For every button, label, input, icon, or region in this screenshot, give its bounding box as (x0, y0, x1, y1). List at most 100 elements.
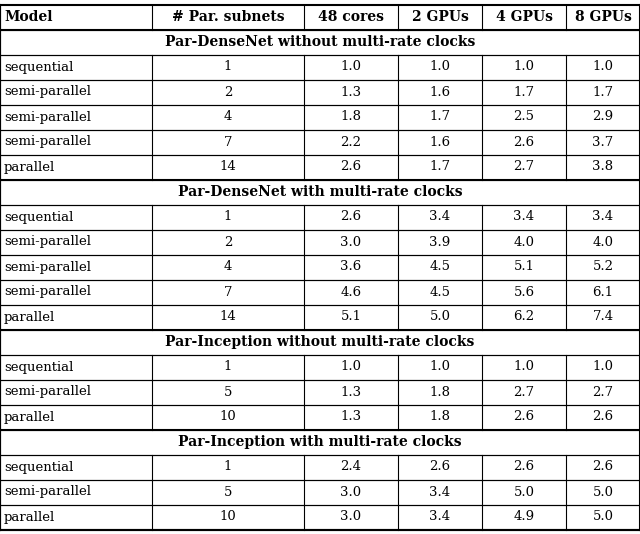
Text: 1.7: 1.7 (513, 85, 534, 98)
Text: 1: 1 (224, 360, 232, 373)
Text: semi-parallel: semi-parallel (4, 235, 91, 248)
Text: 2.6: 2.6 (513, 411, 534, 423)
Text: sequential: sequential (4, 60, 74, 74)
Text: 1.0: 1.0 (340, 360, 362, 373)
Text: 3.0: 3.0 (340, 511, 362, 523)
Text: 2.6: 2.6 (429, 460, 451, 474)
Text: Par-DenseNet without multi-rate clocks: Par-DenseNet without multi-rate clocks (165, 35, 475, 49)
Text: 1.3: 1.3 (340, 85, 362, 98)
Text: 5.6: 5.6 (513, 286, 534, 299)
Text: # Par. subnets: # Par. subnets (172, 10, 284, 24)
Text: 1: 1 (224, 460, 232, 474)
Text: 2: 2 (224, 85, 232, 98)
Text: 5.0: 5.0 (593, 485, 614, 499)
Text: 1.8: 1.8 (429, 386, 451, 398)
Text: 3.4: 3.4 (593, 210, 614, 224)
Text: 1.7: 1.7 (429, 161, 451, 174)
Text: 2.7: 2.7 (513, 161, 534, 174)
Text: semi-parallel: semi-parallel (4, 85, 91, 98)
Text: semi-parallel: semi-parallel (4, 111, 91, 123)
Text: sequential: sequential (4, 210, 74, 224)
Text: 14: 14 (220, 310, 236, 324)
Text: 4 GPUs: 4 GPUs (495, 10, 552, 24)
Text: 2.6: 2.6 (593, 460, 614, 474)
Text: 4.9: 4.9 (513, 511, 534, 523)
Text: 3.7: 3.7 (593, 136, 614, 148)
Text: 4: 4 (224, 111, 232, 123)
Text: 10: 10 (220, 411, 236, 423)
Text: 1.6: 1.6 (429, 85, 451, 98)
Text: 3.9: 3.9 (429, 235, 451, 248)
Text: 2.6: 2.6 (340, 210, 362, 224)
Text: 5.2: 5.2 (593, 261, 614, 273)
Text: 5.1: 5.1 (340, 310, 362, 324)
Text: 4.5: 4.5 (429, 286, 451, 299)
Text: 2 GPUs: 2 GPUs (412, 10, 468, 24)
Text: 2.2: 2.2 (340, 136, 362, 148)
Text: 2.5: 2.5 (513, 111, 534, 123)
Text: sequential: sequential (4, 360, 74, 373)
Text: 7: 7 (224, 286, 232, 299)
Text: 4.0: 4.0 (513, 235, 534, 248)
Text: semi-parallel: semi-parallel (4, 261, 91, 273)
Text: 2.6: 2.6 (593, 411, 614, 423)
Text: 2.4: 2.4 (340, 460, 362, 474)
Text: 1.0: 1.0 (593, 360, 614, 373)
Text: semi-parallel: semi-parallel (4, 485, 91, 499)
Text: 1.0: 1.0 (429, 360, 451, 373)
Text: semi-parallel: semi-parallel (4, 286, 91, 299)
Text: 2.6: 2.6 (513, 460, 534, 474)
Text: 5: 5 (224, 386, 232, 398)
Text: 5.0: 5.0 (593, 511, 614, 523)
Text: 1.0: 1.0 (513, 360, 534, 373)
Text: 3.4: 3.4 (513, 210, 534, 224)
Text: 5: 5 (224, 485, 232, 499)
Text: 3.4: 3.4 (429, 210, 451, 224)
Text: 7: 7 (224, 136, 232, 148)
Text: 5.0: 5.0 (429, 310, 451, 324)
Text: 2.9: 2.9 (593, 111, 614, 123)
Text: 2: 2 (224, 235, 232, 248)
Text: 48 cores: 48 cores (318, 10, 384, 24)
Text: Par-DenseNet with multi-rate clocks: Par-DenseNet with multi-rate clocks (178, 185, 462, 199)
Text: Par-Inception with multi-rate clocks: Par-Inception with multi-rate clocks (178, 435, 462, 449)
Text: 1.6: 1.6 (429, 136, 451, 148)
Text: 1.0: 1.0 (340, 60, 362, 74)
Text: 3.0: 3.0 (340, 485, 362, 499)
Text: parallel: parallel (4, 310, 55, 324)
Text: 1.8: 1.8 (340, 111, 362, 123)
Text: 1.3: 1.3 (340, 386, 362, 398)
Text: 4.0: 4.0 (593, 235, 614, 248)
Text: 1.0: 1.0 (429, 60, 451, 74)
Text: 4.6: 4.6 (340, 286, 362, 299)
Text: 2.6: 2.6 (513, 136, 534, 148)
Text: 2.7: 2.7 (593, 386, 614, 398)
Text: 3.8: 3.8 (593, 161, 614, 174)
Text: 1.7: 1.7 (429, 111, 451, 123)
Text: 14: 14 (220, 161, 236, 174)
Text: Model: Model (4, 10, 52, 24)
Text: 1.7: 1.7 (593, 85, 614, 98)
Text: 1.0: 1.0 (513, 60, 534, 74)
Text: 4.5: 4.5 (429, 261, 451, 273)
Text: 1: 1 (224, 60, 232, 74)
Text: 2.6: 2.6 (340, 161, 362, 174)
Text: 6.1: 6.1 (593, 286, 614, 299)
Text: parallel: parallel (4, 161, 55, 174)
Text: 4: 4 (224, 261, 232, 273)
Text: 10: 10 (220, 511, 236, 523)
Text: 5.0: 5.0 (513, 485, 534, 499)
Text: 1: 1 (224, 210, 232, 224)
Text: 7.4: 7.4 (593, 310, 614, 324)
Text: 2.7: 2.7 (513, 386, 534, 398)
Text: 1.8: 1.8 (429, 411, 451, 423)
Text: 8 GPUs: 8 GPUs (575, 10, 632, 24)
Text: 1.3: 1.3 (340, 411, 362, 423)
Text: 6.2: 6.2 (513, 310, 534, 324)
Text: semi-parallel: semi-parallel (4, 386, 91, 398)
Text: parallel: parallel (4, 511, 55, 523)
Text: 1.0: 1.0 (593, 60, 614, 74)
Text: semi-parallel: semi-parallel (4, 136, 91, 148)
Text: Par-Inception without multi-rate clocks: Par-Inception without multi-rate clocks (165, 335, 475, 349)
Text: 3.6: 3.6 (340, 261, 362, 273)
